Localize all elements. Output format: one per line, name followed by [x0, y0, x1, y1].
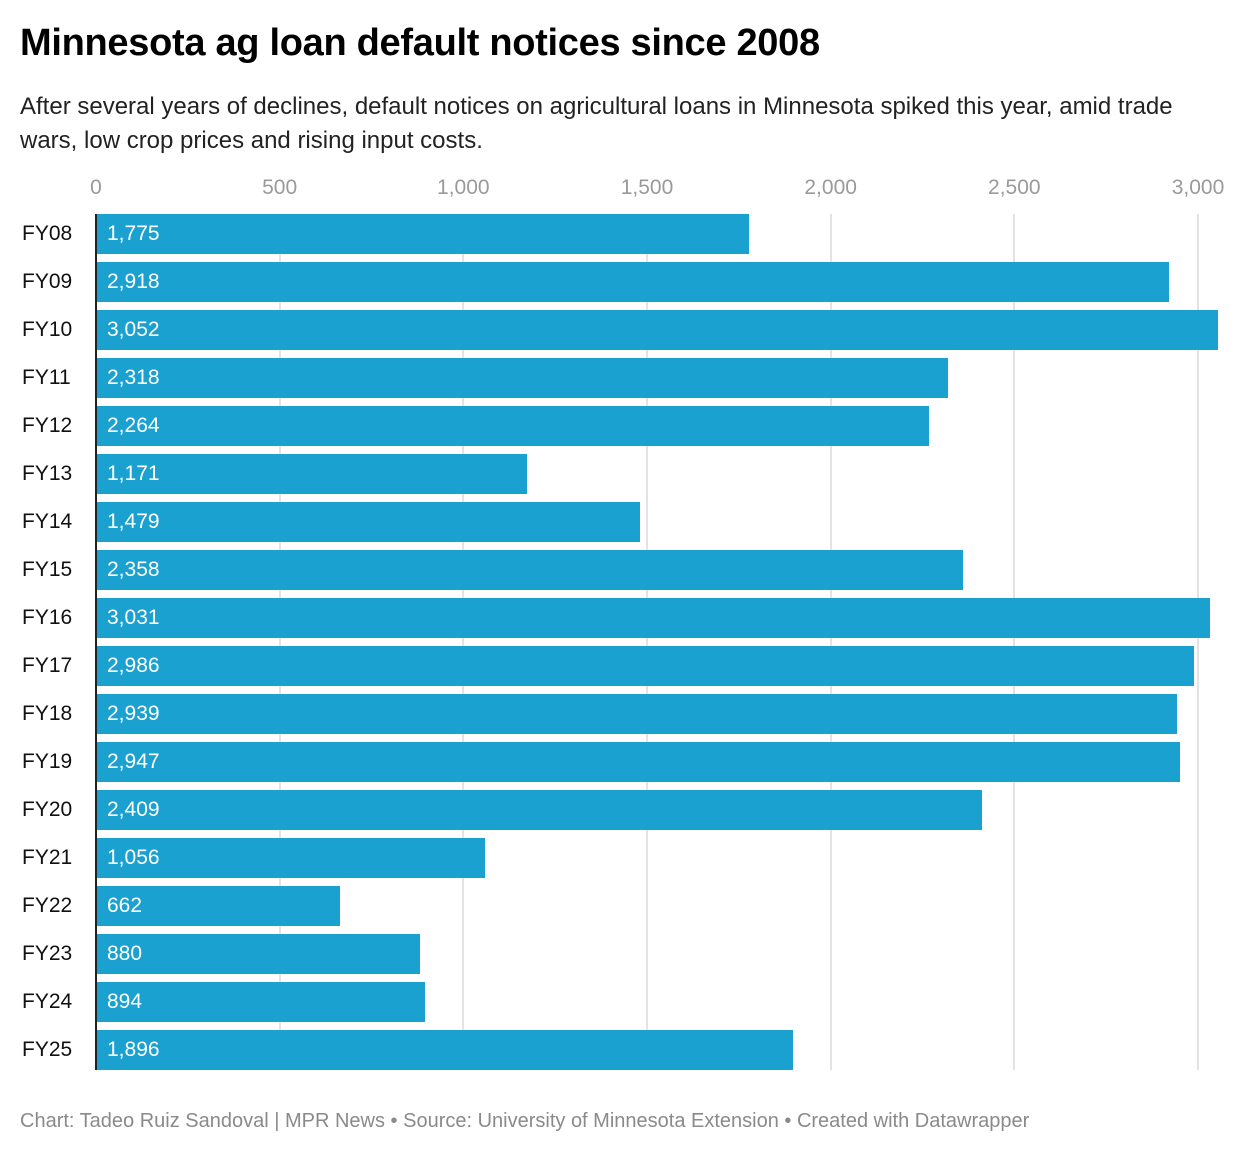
gridline: [462, 214, 465, 1070]
bar: 1,479: [97, 502, 640, 542]
bar-value-label: 662: [107, 894, 143, 917]
category-label: FY08: [22, 222, 73, 245]
category-label: FY14: [22, 510, 73, 533]
bar-value-label: 2,939: [107, 702, 160, 725]
chart-title: Minnesota ag loan default notices since …: [20, 22, 820, 64]
bar-value-label: 2,318: [107, 366, 160, 389]
x-tick-label: 3,000: [1171, 176, 1225, 199]
x-tick-label: 0: [90, 176, 102, 199]
gridline: [829, 214, 832, 1070]
bar-value-label: 3,031: [107, 606, 160, 629]
bar-value-label: 2,264: [107, 414, 160, 437]
x-tick-label: 500: [262, 176, 298, 199]
x-tick-label: 2,000: [804, 176, 857, 199]
category-label: FY24: [22, 990, 73, 1013]
chart-credit: Chart: Tadeo Ruiz Sandoval | MPR News • …: [20, 1110, 1030, 1132]
category-label: FY11: [22, 366, 71, 389]
bar-value-label: 1,171: [107, 462, 160, 485]
bar-value-label: 880: [107, 942, 143, 965]
gridline: [1197, 214, 1199, 1070]
bar: 1,896: [97, 1030, 793, 1070]
category-label: FY19: [22, 750, 73, 773]
gridline: [1013, 214, 1016, 1070]
category-label: FY18: [22, 702, 73, 725]
category-label: FY21: [22, 846, 73, 869]
x-tick-label: 1,500: [620, 176, 674, 199]
x-tick-label: 1,000: [437, 176, 490, 199]
category-label: FY20: [22, 798, 73, 821]
bar: 2,264: [97, 406, 929, 446]
bar: 1,775: [97, 214, 749, 254]
bar: 2,986: [97, 646, 1194, 686]
bar: 1,171: [97, 454, 527, 494]
category-label: FY09: [22, 270, 73, 293]
bar: 2,947: [97, 742, 1180, 782]
bar: 2,939: [97, 694, 1177, 734]
category-label: FY16: [22, 606, 73, 629]
bar: 662: [97, 886, 340, 926]
bar-value-label: 2,409: [107, 798, 160, 821]
category-label: FY22: [22, 894, 73, 917]
gridline: [278, 214, 281, 1070]
bar: 894: [97, 982, 425, 1022]
x-tick-label: 2,500: [988, 176, 1041, 199]
category-label: FY10: [22, 318, 73, 341]
category-label: FY23: [22, 942, 73, 965]
bar-value-label: 3,052: [107, 318, 160, 341]
bar-value-label: 894: [107, 990, 143, 1013]
bar-value-label: 2,918: [107, 270, 160, 293]
bar-value-label: 1,775: [107, 222, 160, 245]
category-label: FY12: [22, 414, 73, 437]
bar: 3,031: [97, 598, 1210, 638]
bar-value-label: 2,986: [107, 654, 160, 677]
bar: 2,358: [97, 550, 963, 590]
category-label: FY17: [22, 654, 73, 677]
baseline-axis: [95, 214, 97, 1070]
bar-value-label: 1,479: [107, 510, 160, 533]
bar: 1,056: [97, 838, 485, 878]
bar-value-label: 2,358: [107, 558, 160, 581]
category-label: FY13: [22, 462, 73, 485]
bar: 880: [97, 934, 420, 974]
gridline: [646, 214, 648, 1070]
category-label: FY15: [22, 558, 73, 581]
bar-value-label: 1,056: [107, 846, 160, 869]
bar: 3,052: [97, 310, 1218, 350]
chart-subtitle: After several years of declines, default…: [20, 93, 1173, 154]
category-label: FY25: [22, 1038, 73, 1061]
bar: 2,318: [97, 358, 948, 398]
bar: 2,918: [97, 262, 1169, 302]
bar-value-label: 1,896: [107, 1038, 160, 1061]
bar-value-label: 2,947: [107, 750, 160, 773]
bar: 2,409: [97, 790, 982, 830]
